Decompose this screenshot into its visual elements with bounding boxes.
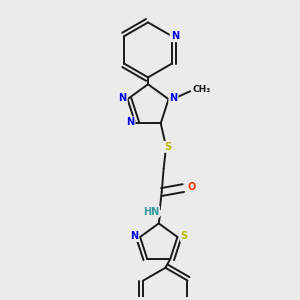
Text: O: O bbox=[187, 182, 195, 192]
Text: N: N bbox=[169, 93, 178, 103]
Text: N: N bbox=[130, 231, 138, 241]
Text: N: N bbox=[118, 93, 127, 103]
Text: S: S bbox=[181, 231, 188, 241]
Text: S: S bbox=[164, 142, 171, 152]
Text: N: N bbox=[171, 31, 179, 41]
Text: N: N bbox=[126, 117, 134, 127]
Text: CH₃: CH₃ bbox=[193, 85, 211, 94]
Text: HN: HN bbox=[143, 207, 159, 217]
